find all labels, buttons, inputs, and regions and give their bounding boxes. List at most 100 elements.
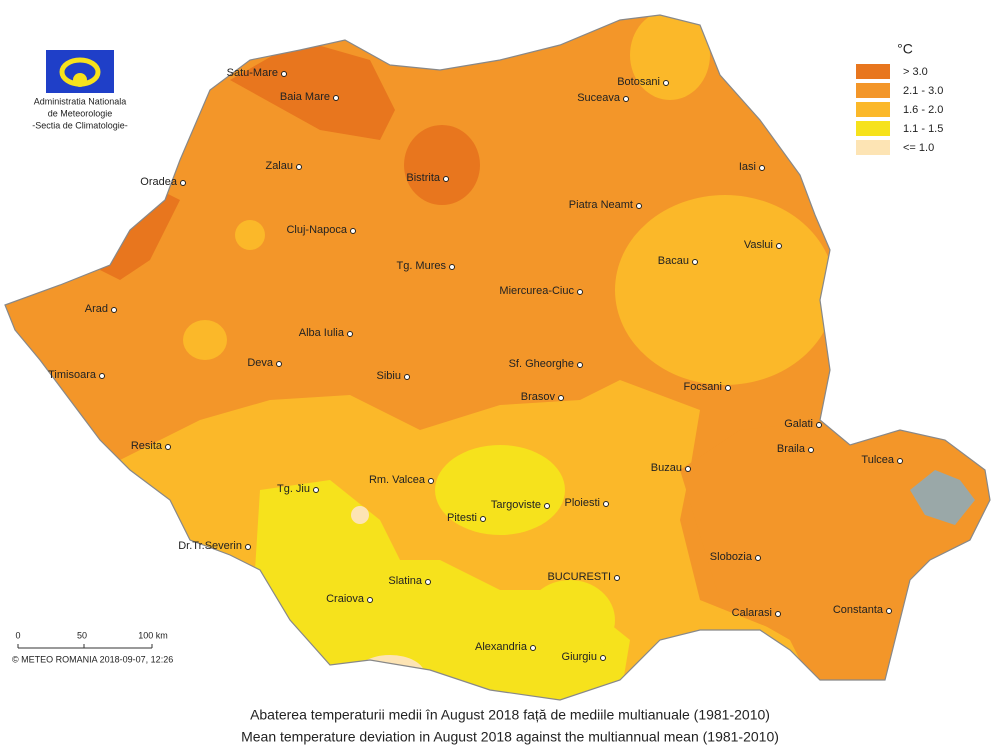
credit: © METEO ROMANIA 2018-09-07, 12:26 — [12, 654, 173, 664]
legend-label: 1.6 - 2.0 — [903, 104, 943, 116]
legend-label: 2.1 - 3.0 — [903, 85, 943, 97]
city-marker — [350, 228, 356, 234]
city-marker — [808, 447, 814, 453]
city-label: Sf. Gheorghe — [509, 358, 574, 370]
city-label: Baia Mare — [280, 91, 330, 103]
city-marker — [636, 203, 642, 209]
city-label: Oradea — [140, 176, 178, 188]
legend-swatch — [856, 121, 890, 136]
legend-swatch — [856, 140, 890, 155]
city-label: Dr.Tr.Severin — [178, 540, 242, 552]
city-label: Vaslui — [744, 239, 773, 251]
city-marker — [99, 373, 105, 379]
city-label: Calarasi — [732, 607, 772, 619]
city-label: Slatina — [388, 575, 423, 587]
city-marker — [886, 608, 892, 614]
city-marker — [776, 243, 782, 249]
city-label: Arad — [85, 303, 108, 315]
city-label: Pitesti — [447, 512, 477, 524]
city-label: BUCURESTI — [547, 571, 611, 583]
legend-title: °C — [897, 41, 913, 57]
city-marker — [816, 422, 822, 428]
scale-bar: 0 50 100 km © METEO ROMANIA 2018-09-07, … — [12, 630, 173, 664]
city-marker — [600, 655, 606, 661]
city-label: Timisoara — [48, 369, 97, 381]
city-label: Alexandria — [475, 641, 528, 653]
city-label: Tg. Mures — [396, 260, 446, 272]
city-marker — [897, 458, 903, 464]
caption: Abaterea temperaturii medii în August 20… — [250, 707, 770, 723]
country-border — [4, 14, 991, 701]
city-label: Cluj-Napoca — [286, 224, 347, 236]
city-marker — [755, 555, 761, 561]
city-marker — [165, 444, 171, 450]
city-label: Tulcea — [861, 454, 894, 466]
city-label: Bacau — [658, 255, 689, 267]
legend-label: <= 1.0 — [903, 142, 934, 154]
city-marker — [775, 611, 781, 617]
logo-text: de Meteorologie — [48, 108, 113, 118]
city-marker — [111, 307, 117, 313]
city-label: Suceava — [577, 92, 621, 104]
city-label: Zalau — [265, 160, 293, 172]
city-marker — [725, 385, 731, 391]
city-marker — [313, 487, 319, 493]
city-label: Miercurea-Ciuc — [499, 285, 574, 297]
city-marker — [530, 645, 536, 651]
city-marker — [245, 544, 251, 550]
logo-mark — [73, 73, 87, 87]
city-label: Botosani — [617, 76, 660, 88]
city-label: Galati — [784, 418, 813, 430]
city-label: Deva — [247, 357, 274, 369]
city-marker — [333, 95, 339, 101]
city-label: Iasi — [739, 161, 756, 173]
city-marker — [544, 503, 550, 509]
city-label: Bistrita — [406, 172, 441, 184]
legend: °C > 3.0 2.1 - 3.0 1.6 - 2.0 1.1 - 1.5 <= 1.… — [856, 41, 943, 155]
city-marker — [577, 362, 583, 368]
city-label: Sibiu — [377, 370, 401, 382]
legend-swatch — [856, 102, 890, 117]
logo-text: -Sectia de Climatologie- — [32, 120, 128, 130]
city-marker — [404, 374, 410, 380]
city-marker — [425, 579, 431, 585]
city-marker — [449, 264, 455, 270]
city-marker — [663, 80, 669, 86]
legend-label: > 3.0 — [903, 66, 928, 78]
city-label: Satu-Mare — [227, 67, 278, 79]
city-marker — [276, 361, 282, 367]
city-marker — [296, 164, 302, 170]
city-label: Resita — [131, 440, 163, 452]
city-marker — [558, 395, 564, 401]
city-label: Rm. Valcea — [369, 474, 426, 486]
city-marker — [281, 71, 287, 77]
city-marker — [347, 331, 353, 337]
logo-text: Administratia Nationala — [34, 96, 127, 106]
city-marker — [692, 259, 698, 265]
city-marker — [685, 466, 691, 472]
city-marker — [759, 165, 765, 171]
city-label: Piatra Neamt — [569, 199, 633, 211]
city-marker — [623, 96, 629, 102]
city-marker — [443, 176, 449, 182]
city-marker — [367, 597, 373, 603]
legend-label: 1.1 - 1.5 — [903, 123, 943, 135]
city-label: Alba Iulia — [299, 327, 345, 339]
city-label: Focsani — [683, 381, 722, 393]
city-label: Braila — [777, 443, 806, 455]
city-marker — [614, 575, 620, 581]
city-label: Giurgiu — [562, 651, 597, 663]
city-marker — [428, 478, 434, 484]
city-label: Constanta — [833, 604, 884, 616]
city-label: Brasov — [521, 391, 556, 403]
city-label: Craiova — [326, 593, 365, 605]
city-label: Buzau — [651, 462, 682, 474]
scale-label: 0 — [15, 630, 20, 640]
city-marker — [180, 180, 186, 186]
legend-swatch — [856, 83, 890, 98]
city-marker — [603, 501, 609, 507]
city-label: Ploiesti — [565, 497, 600, 509]
city-label: Tg. Jiu — [277, 483, 310, 495]
